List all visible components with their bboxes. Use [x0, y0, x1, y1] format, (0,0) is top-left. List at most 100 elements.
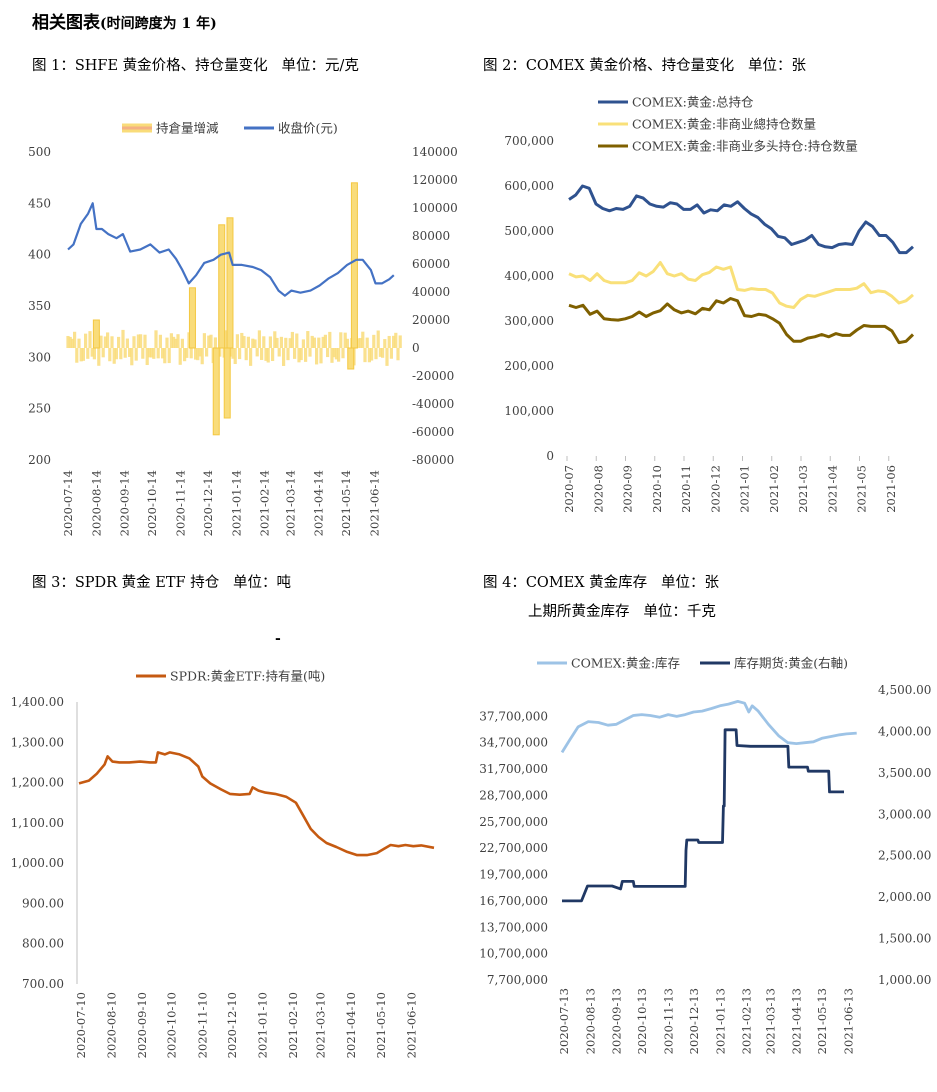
fig1-bar-noise-31 — [134, 348, 138, 361]
fig1-bar-noise-64 — [207, 335, 211, 348]
fig4-x-tick-3: 2020-10-13 — [635, 988, 649, 1054]
fig1-bar-noise-41 — [156, 348, 160, 359]
fig1-bar-noise-18 — [106, 332, 110, 348]
fig1-bar-noise-100 — [286, 348, 290, 361]
fig1-x-tick-3: 2020-10-14 — [145, 470, 159, 536]
fig4-caption-line2: 上期所黄金库存 单位：千克 — [528, 604, 716, 620]
fig1-line-close-price — [67, 202, 395, 297]
fig1-bar-spike-4 — [226, 217, 234, 349]
fig2-y-tick-7: 0 — [546, 449, 554, 463]
fig1-bar-noise-87 — [257, 330, 261, 348]
fig1-left-tick-6: 200 — [28, 453, 51, 467]
fig2-x-tick-6: 2021-01 — [738, 465, 752, 513]
fig1-bar-noise-110 — [308, 348, 312, 357]
fig1-bar-noise-144 — [383, 339, 387, 348]
fig1-bar-noise-17 — [103, 336, 107, 348]
fig1-bar-noise-105 — [297, 348, 301, 363]
fig1-left-tick-0: 500 — [28, 145, 51, 159]
fig1-bar-noise-85 — [253, 339, 257, 348]
fig1-bar-noise-12 — [92, 348, 96, 360]
fig3-x-tick-7: 2021-02-10 — [286, 992, 300, 1058]
fig1-bar-noise-123 — [337, 348, 341, 362]
fig1-bar-noise-27 — [125, 338, 129, 348]
fig1-bar-noise-119 — [328, 331, 332, 348]
fig2-x-tick-3: 2020-10 — [650, 465, 664, 513]
fig1-bar-noise-24 — [119, 348, 123, 360]
fig1-legend-oi-label: 持倉量增減 — [156, 121, 219, 136]
fig1-bar-noise-79 — [240, 332, 244, 348]
fig1-bar-noise-108 — [304, 348, 308, 362]
fig3-x-tick-9: 2021-04-10 — [344, 992, 358, 1058]
fig1-bar-noise-122 — [334, 348, 338, 360]
fig1-right-tick-0: 140000 — [412, 145, 458, 159]
fig1-bar-noise-147 — [389, 348, 393, 359]
fig1-right-tick-6: 20000 — [412, 313, 450, 327]
fig1-bar-noise-6 — [79, 348, 83, 362]
fig1-right-tick-10: -60000 — [412, 425, 454, 439]
fig1-right-tick-8: -20000 — [412, 369, 454, 383]
fig1-right-tick-3: 80000 — [412, 229, 450, 243]
fig4-right-tick-7: 1,000.00 — [878, 973, 931, 987]
fig1-bar-noise-113 — [315, 348, 319, 365]
fig1-bar-noise-93 — [271, 348, 275, 362]
fig1-bar-noise-40 — [154, 330, 158, 348]
fig1-bar-noise-134 — [361, 331, 365, 348]
fig4-x-tick-5: 2020-12-13 — [687, 988, 701, 1054]
fig1-bar-noise-138 — [370, 348, 374, 361]
fig1-x-tick-1: 2020-08-14 — [89, 470, 103, 536]
fig1-bar-noise-118 — [326, 348, 330, 358]
fig4-right-tick-4: 2,500.00 — [878, 849, 931, 863]
fig4-x-tick-9: 2021-04-13 — [790, 988, 804, 1054]
fig4-legend-0-label: COMEX:黄金:库存 — [571, 656, 680, 671]
fig1-x-tick-10: 2021-05-14 — [339, 470, 353, 536]
fig4-legend-1-label: 库存期货:黄金(右軸) — [734, 656, 848, 671]
fig1-bar-noise-25 — [121, 329, 125, 348]
fig1-bar-noise-36 — [145, 348, 149, 366]
fig1-bar-spike-3 — [218, 224, 226, 349]
section-title-main: 相关图表 — [32, 13, 100, 33]
fig1-bar-noise-10 — [88, 331, 92, 348]
fig1-bar-noise-44 — [163, 348, 167, 364]
fig1-bar-noise-126 — [343, 332, 347, 348]
fig4-x-tick-1: 2020-08-13 — [583, 988, 597, 1054]
fig1-bar-noise-75 — [231, 348, 235, 359]
fig2-y-tick-0: 700,000 — [504, 134, 554, 148]
fig4-left-tick-8: 13,700,000 — [479, 920, 548, 934]
fig1-right-tick-9: -40000 — [412, 397, 454, 411]
fig1-bar-noise-38 — [150, 348, 154, 358]
fig1-bar-noise-54 — [185, 348, 189, 358]
fig1-bar-noise-80 — [242, 336, 246, 348]
fig1-bar-noise-88 — [260, 348, 264, 360]
fig1-bar-noise-52 — [180, 338, 184, 348]
fig4-x-tick-10: 2021-05-13 — [815, 988, 829, 1054]
fig2-x-tick-1: 2020-08 — [591, 465, 605, 513]
fig2-line-1 — [568, 261, 914, 309]
fig3-x-tick-5: 2020-12-10 — [225, 992, 239, 1058]
fig1-bar-noise-151 — [398, 335, 402, 348]
fig4-right-tick-6: 1,500.00 — [878, 932, 931, 946]
fig1-left-tick-5: 250 — [28, 402, 51, 416]
fig4-x-tick-7: 2021-02-13 — [740, 988, 754, 1054]
fig1-bar-noise-136 — [365, 337, 369, 348]
fig1-bar-noise-2 — [70, 338, 74, 348]
fig3-y-tick-2: 1,200.00 — [11, 776, 64, 790]
fig1-x-tick-0: 2020-07-14 — [61, 470, 75, 536]
chart-inventory: 37,700,000 34,700,000 31,700,000 28,700,000… — [479, 656, 931, 1055]
fig2-y-tick-2: 500,000 — [504, 224, 554, 238]
fig1-bar-noise-74 — [229, 348, 233, 357]
chart-comex: 700,000 600,000 500,000 400,000 300,000 200,0… — [504, 95, 915, 513]
fig1-bar-noise-82 — [246, 336, 250, 348]
fig1-bar-noise-60 — [198, 348, 202, 357]
fig1-bar-noise-5 — [77, 338, 81, 348]
fig4-left-tick-7: 16,700,000 — [479, 894, 548, 908]
fig4-right-tick-3: 3,000.00 — [878, 807, 931, 821]
fig1-left-tick-1: 450 — [28, 196, 51, 210]
fig1-right-tick-1: 120000 — [412, 173, 458, 187]
fig3-caption: 图 3：SPDR 黄金 ETF 持仓 单位：吨 — [32, 575, 292, 591]
fig1-bar-noise-141 — [376, 330, 380, 348]
fig1-x-tick-7: 2021-02-14 — [258, 470, 272, 536]
fig2-y-tick-6: 100,000 — [504, 404, 554, 418]
fig1-left-tick-2: 400 — [28, 248, 51, 262]
fig2-caption: 图 2：COMEX 黄金价格、持仓量变化 单位：张 — [483, 58, 807, 74]
fig1-bar-noise-104 — [295, 333, 299, 348]
